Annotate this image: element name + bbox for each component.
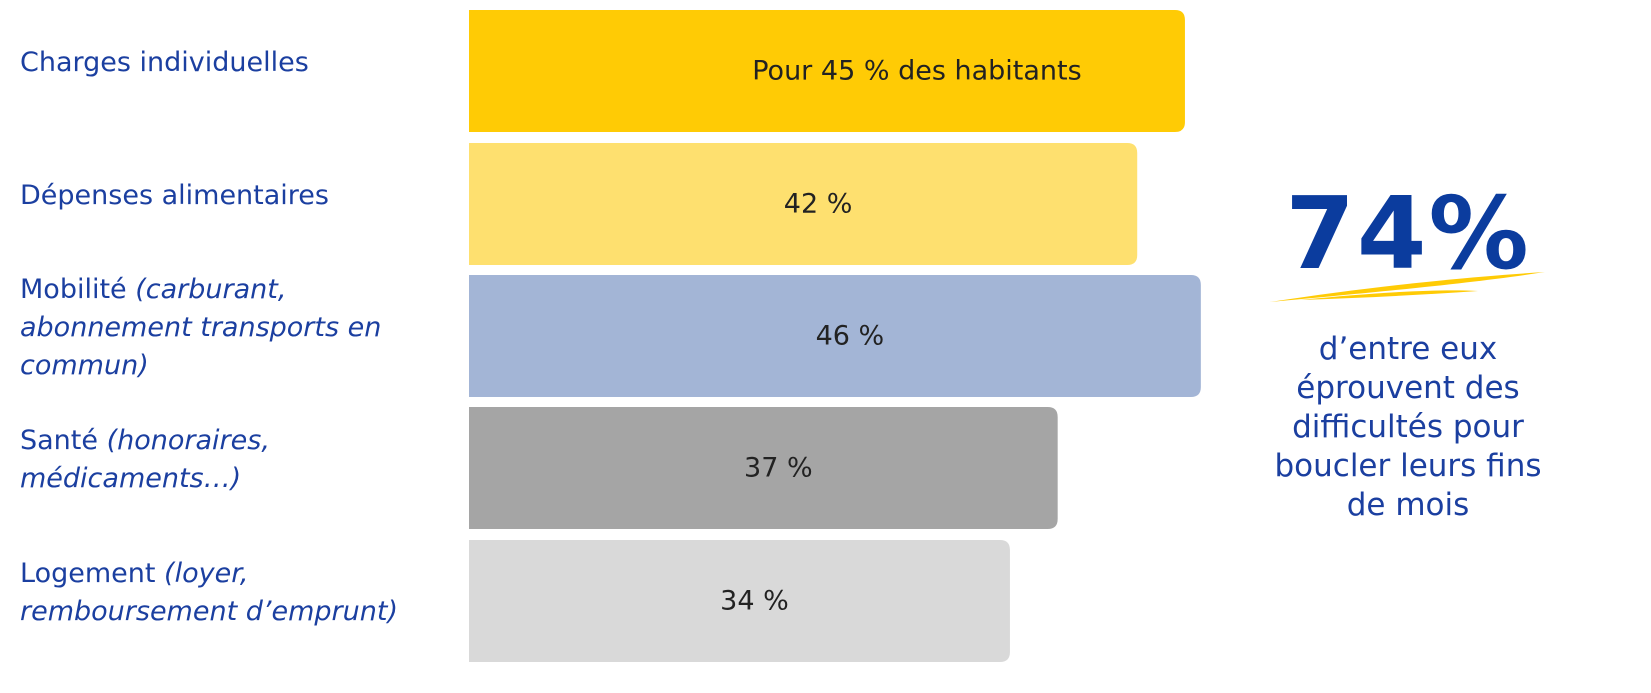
value-label: 34 % xyxy=(720,586,789,617)
value-label: 42 % xyxy=(784,189,853,220)
category-label: Charges individuelles xyxy=(20,44,460,82)
category-name: Mobilité xyxy=(20,274,127,305)
category-name: Santé xyxy=(20,425,98,456)
swoosh xyxy=(1300,290,1478,300)
category-name: Charges individuelles xyxy=(20,47,309,78)
value-text: 45 % xyxy=(820,55,890,87)
value-text: 34 % xyxy=(720,585,789,617)
value-text: 37 % xyxy=(744,452,813,484)
value-label: 37 % xyxy=(744,453,813,484)
category-label: Dépenses alimentaires xyxy=(20,177,460,215)
value-text: 46 % xyxy=(815,320,885,352)
category-name: Logement xyxy=(20,558,156,589)
value-suffix: des habitants xyxy=(898,55,1082,87)
category-label: Logement (loyer, remboursement d’emprunt… xyxy=(20,555,460,631)
category-note: (carburant, abonnement transports en com… xyxy=(20,274,382,381)
category-note: (honoraires, médicaments…) xyxy=(20,425,270,494)
value-label: Pour 45 % des habitants xyxy=(752,56,1081,87)
value-label: 46 % xyxy=(816,321,885,352)
bar xyxy=(469,10,1185,132)
bar xyxy=(469,143,1138,265)
bar xyxy=(469,407,1058,529)
category-note: (loyer, remboursement d’emprunt) xyxy=(20,558,398,627)
bar xyxy=(469,275,1201,397)
category-name: Dépenses alimentaires xyxy=(20,180,329,211)
value-prefix: Pour xyxy=(752,55,813,87)
category-label: Mobilité (carburant, abonnement transpor… xyxy=(20,271,460,385)
highlight-text: d’entre eux éprouvent des difficultés po… xyxy=(1274,331,1542,523)
value-text: 42 % xyxy=(783,188,853,220)
bar xyxy=(469,540,1010,662)
swoosh xyxy=(1270,272,1545,302)
category-label: Santé (honoraires, médicaments…) xyxy=(20,422,460,498)
highlight: 74% xyxy=(1285,175,1531,292)
